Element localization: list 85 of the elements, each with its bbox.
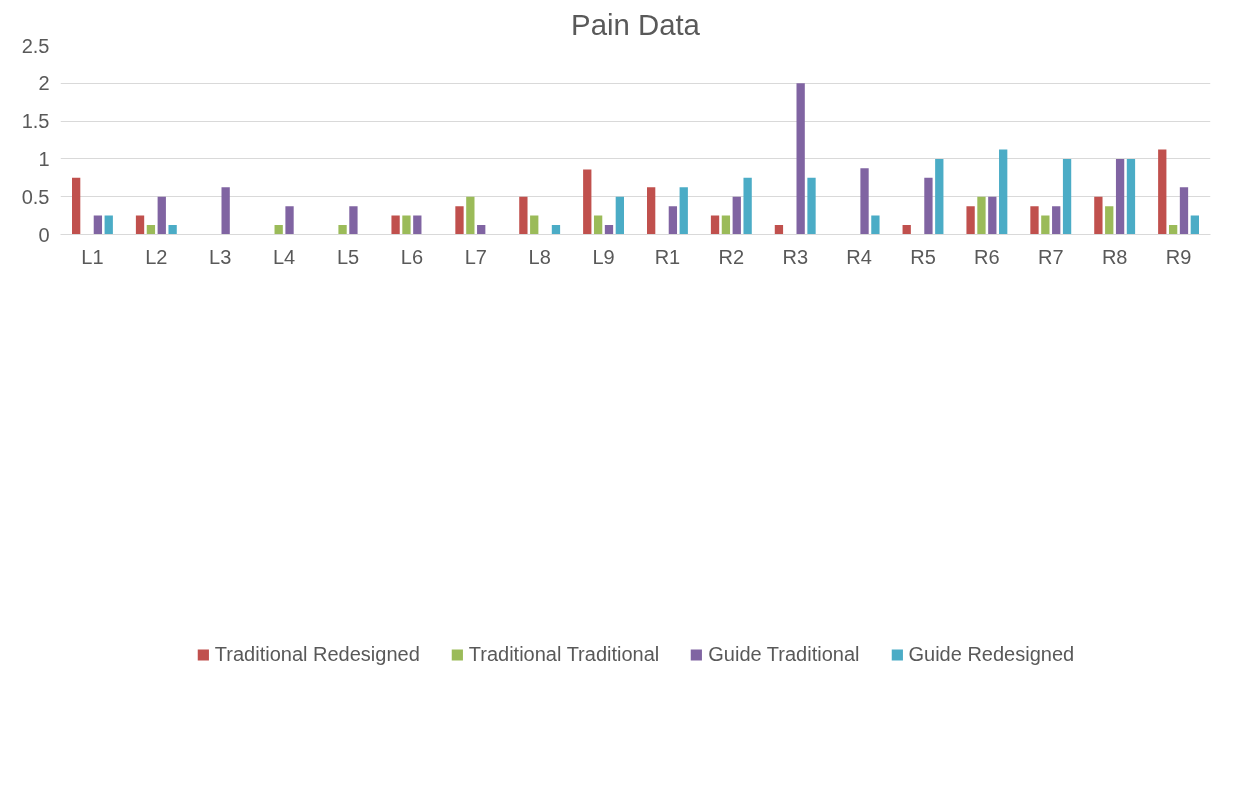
chart-title: Pain Data	[571, 7, 701, 41]
bar	[966, 206, 975, 235]
bar	[1190, 215, 1199, 235]
bar	[721, 215, 731, 235]
bar	[1168, 225, 1178, 235]
bar	[1041, 215, 1050, 235]
bar	[710, 215, 720, 235]
bar	[338, 225, 347, 235]
y-tick-label: 2.5	[21, 34, 50, 57]
bar	[72, 177, 81, 235]
x-tick-label: L9	[592, 245, 615, 268]
bar	[168, 225, 177, 235]
x-tick-label: L3	[209, 245, 232, 268]
bar	[796, 83, 805, 235]
bar	[157, 196, 166, 235]
x-tick-label: L4	[272, 245, 296, 268]
bar	[135, 215, 145, 235]
bar	[902, 225, 911, 235]
bar	[519, 196, 528, 235]
bar	[551, 225, 561, 235]
bar	[871, 215, 880, 235]
x-tick-label: R1	[654, 245, 681, 268]
y-tick-label: 1	[38, 147, 50, 170]
legend-label: Traditional Redesigned	[214, 642, 420, 666]
bar	[221, 187, 230, 235]
bar	[732, 196, 741, 235]
x-tick-label: R9	[1165, 245, 1192, 268]
bar	[413, 215, 422, 235]
x-tick-label: L1	[81, 245, 104, 268]
x-tick-label: R4	[846, 245, 872, 268]
x-tick-label: L2	[145, 245, 168, 268]
y-tick-label: 2	[38, 72, 50, 95]
bar	[93, 215, 103, 235]
bar	[615, 196, 624, 235]
bar	[924, 177, 933, 235]
bar	[1179, 187, 1189, 235]
bar	[583, 169, 592, 235]
bar	[104, 215, 113, 235]
x-tick-label: R8	[1101, 245, 1128, 268]
x-tick-label: L6	[400, 245, 424, 268]
bar	[743, 177, 752, 235]
y-tick-label: 0.5	[21, 185, 50, 208]
bar	[349, 206, 358, 235]
y-tick-label: 0	[38, 223, 50, 246]
bar	[146, 225, 156, 235]
bar	[977, 196, 986, 235]
bar	[1094, 196, 1103, 235]
bar	[1126, 158, 1136, 235]
bar	[466, 196, 475, 235]
bar	[860, 168, 869, 235]
bar	[1158, 149, 1167, 235]
legend-label: Traditional Traditional	[468, 642, 660, 666]
bar	[1030, 206, 1039, 235]
bar	[647, 187, 656, 235]
bar	[1062, 158, 1072, 235]
bar	[604, 225, 614, 235]
y-tick-label: 1.5	[21, 110, 50, 133]
bar	[391, 215, 400, 235]
bar	[774, 225, 784, 235]
x-tick-label: R3	[782, 245, 809, 268]
bar	[999, 149, 1008, 235]
legend-label: Guide Traditional	[708, 642, 860, 666]
bar	[1052, 206, 1061, 235]
bar	[679, 187, 688, 235]
bar	[1115, 158, 1125, 235]
bar	[668, 206, 678, 235]
x-tick-label: R5	[910, 245, 936, 268]
bar	[593, 215, 603, 235]
bar	[455, 206, 464, 235]
x-tick-label: L5	[336, 245, 360, 268]
bar	[477, 225, 486, 235]
bar	[274, 225, 283, 235]
bar	[1105, 206, 1114, 235]
bar	[285, 206, 294, 235]
bar	[807, 177, 816, 235]
x-tick-label: R7	[1037, 245, 1064, 268]
bar	[530, 215, 539, 235]
x-tick-label: R2	[718, 245, 745, 268]
x-tick-label: L7	[464, 245, 487, 268]
x-tick-label: L8	[528, 245, 551, 268]
x-tick-label: R6	[974, 245, 1000, 268]
legend-label: Guide Redesigned	[908, 642, 1075, 666]
bar	[988, 196, 997, 235]
bar	[402, 215, 411, 235]
bar	[935, 158, 944, 235]
